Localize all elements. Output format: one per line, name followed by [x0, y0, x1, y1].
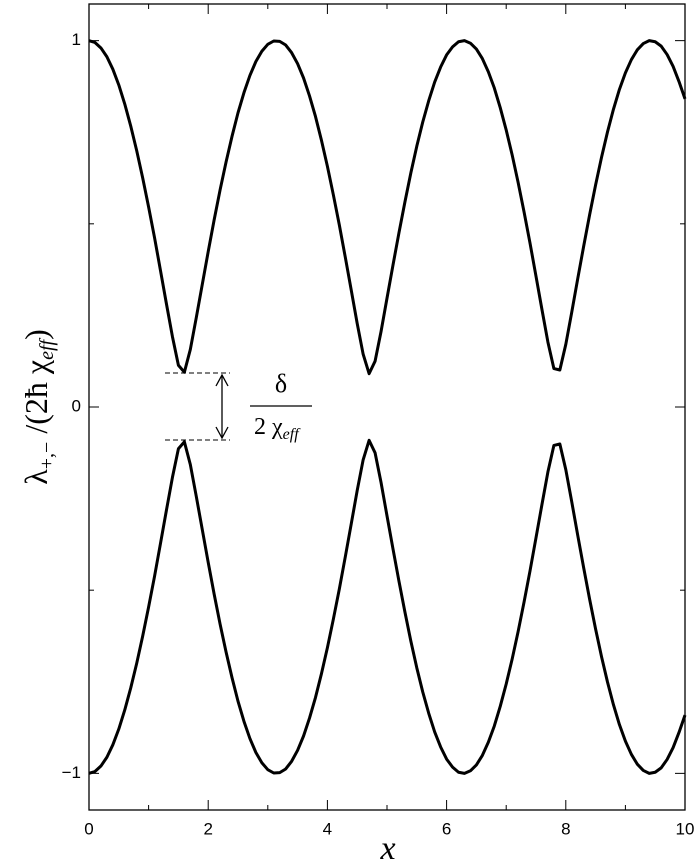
x-tick-label: 0: [84, 819, 93, 838]
curve: [88, 438, 687, 775]
gap-annotation: δ 2 χeff: [165, 369, 312, 443]
y-label-part: ): [18, 329, 54, 340]
plot-frame: [88, 3, 686, 811]
annotation-part: eff: [283, 426, 302, 443]
x-tick-label: 4: [323, 819, 332, 838]
annotation-part: 2 χ: [254, 414, 283, 440]
annotation-numerator: δ: [275, 369, 287, 398]
y-label-part: +,−: [36, 442, 58, 470]
curve: [88, 39, 687, 376]
x-tick-label: 8: [561, 819, 570, 838]
y-label-part: λ: [18, 469, 54, 485]
y-tick-label: 1: [72, 30, 81, 49]
x-tick-label: 10: [676, 819, 695, 838]
y-label-part: /(2ħ χ: [18, 359, 54, 442]
y-tick-label: 0: [72, 396, 81, 415]
y-tick-label: −1: [62, 763, 81, 782]
y-label-part: eff: [36, 337, 58, 359]
x-axis-label: x: [379, 830, 395, 866]
x-tick-label: 6: [442, 819, 451, 838]
annotation-denominator: 2 χeff: [254, 414, 301, 443]
arrow-heads: [215, 373, 229, 440]
y-axis-label: λ+,− /(2ħ χeff): [18, 329, 57, 484]
x-tick-label: 2: [203, 819, 212, 838]
